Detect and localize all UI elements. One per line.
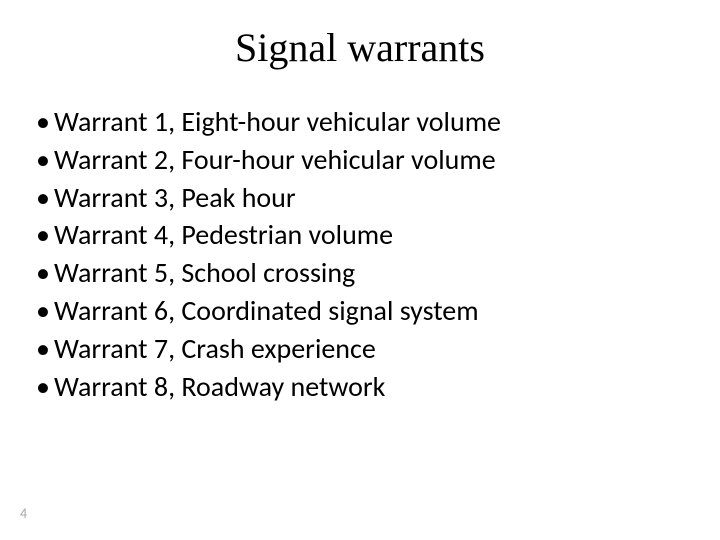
slide: Signal warrants •Warrant 1, Eight-hour v… — [0, 0, 720, 540]
list-item-text: Warrant 2, Four-hour vehicular volume — [54, 142, 496, 177]
list-item: •Warrant 4, Pedestrian volume — [36, 217, 684, 253]
list-item: •Warrant 2, Four-hour vehicular volume — [36, 142, 684, 178]
list-item-text: Warrant 6, Coordinated signal system — [54, 293, 479, 328]
page-number: 4 — [20, 505, 27, 522]
list-item-text: Warrant 1, Eight-hour vehicular volume — [54, 104, 501, 139]
list-item: •Warrant 1, Eight-hour vehicular volume — [36, 104, 684, 140]
list-item: •Warrant 6, Coordinated signal system — [36, 293, 684, 329]
bullet-icon: • — [36, 369, 54, 405]
list-item: •Warrant 3, Peak hour — [36, 180, 684, 216]
bullet-icon: • — [36, 293, 54, 329]
bullet-icon: • — [36, 217, 54, 253]
bullet-icon: • — [36, 104, 54, 140]
list-item: •Warrant 8, Roadway network — [36, 369, 684, 405]
bullet-list: •Warrant 1, Eight-hour vehicular volume … — [36, 104, 684, 407]
bullet-icon: • — [36, 331, 54, 367]
bullet-icon: • — [36, 255, 54, 291]
list-item-text: Warrant 4, Pedestrian volume — [54, 217, 393, 252]
list-item-text: Warrant 7, Crash experience — [54, 331, 376, 366]
list-item: •Warrant 7, Crash experience — [36, 331, 684, 367]
list-item: •Warrant 5, School crossing — [36, 255, 684, 291]
bullet-icon: • — [36, 142, 54, 178]
list-item-text: Warrant 8, Roadway network — [54, 369, 385, 404]
list-item-text: Warrant 3, Peak hour — [54, 180, 296, 215]
slide-title: Signal warrants — [0, 24, 720, 71]
list-item-text: Warrant 5, School crossing — [54, 255, 355, 290]
bullet-icon: • — [36, 180, 54, 216]
